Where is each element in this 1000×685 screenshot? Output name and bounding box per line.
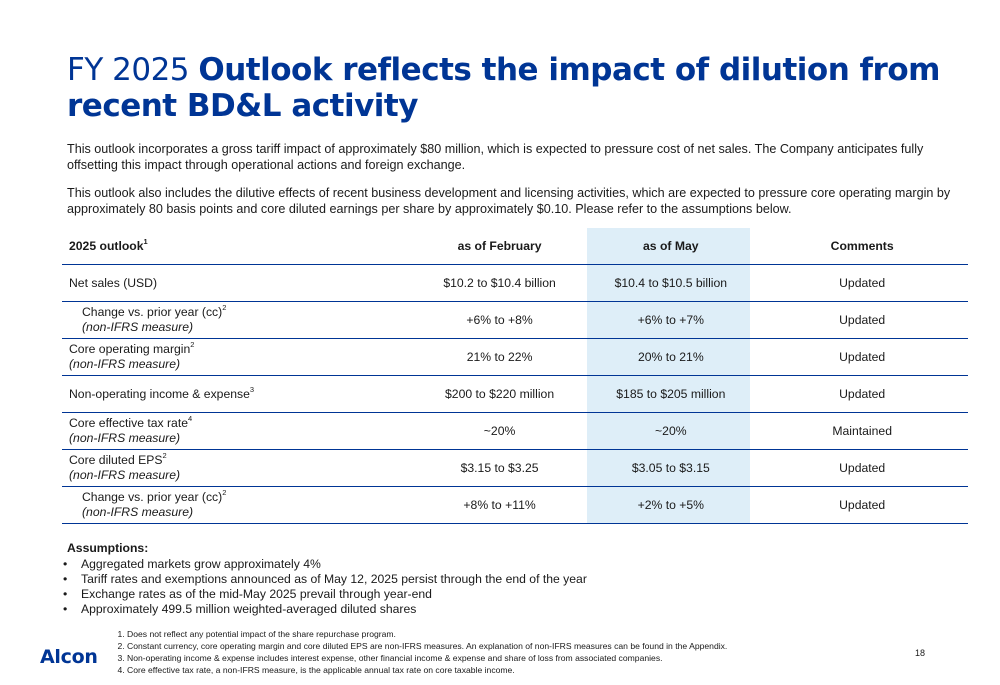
row-label: Non-operating income & expense3 bbox=[62, 375, 414, 413]
page-number: 18 bbox=[915, 648, 926, 658]
row-label: Net sales (USD) bbox=[62, 264, 414, 302]
row-comment: Maintained bbox=[756, 412, 968, 450]
row-comment: Updated bbox=[756, 301, 968, 339]
row-comment: Updated bbox=[756, 449, 968, 487]
row-feb-value: $10.2 to $10.4 billion bbox=[413, 264, 586, 302]
alcon-logo: Alcon bbox=[40, 646, 98, 668]
assumptions-section: Assumptions: Aggregated markets grow app… bbox=[63, 541, 767, 617]
row-feb-value: $200 to $220 million bbox=[413, 375, 586, 413]
table-row: Core operating margin2 (non-IFRS measure)… bbox=[62, 338, 968, 376]
row-feb-value: $3.15 to $3.25 bbox=[413, 449, 586, 487]
table-header-row: 2025 outlook1 as of February as of May C… bbox=[62, 228, 968, 265]
row-feb-value: 21% to 22% bbox=[413, 338, 586, 376]
row-label: Core diluted EPS2 (non-IFRS measure) bbox=[62, 449, 414, 487]
footnote-item: Core effective tax rate, a non-IFRS meas… bbox=[127, 664, 813, 676]
row-may-value: $185 to $205 million bbox=[585, 375, 757, 413]
row-comment: Updated bbox=[756, 375, 968, 413]
intro-paragraph-1: This outlook incorporates a gross tariff… bbox=[67, 142, 924, 172]
row-comment: Updated bbox=[756, 338, 968, 376]
table-row: Change vs. prior year (cc)2 (non-IFRS mea… bbox=[62, 301, 968, 339]
row-may-value: ~20% bbox=[585, 412, 757, 450]
title-main: Outlook reflects the impact of dilution … bbox=[67, 52, 940, 124]
outlook-table-container: 2025 outlook1 as of February as of May C… bbox=[62, 228, 968, 524]
row-may-value: 20% to 21% bbox=[585, 338, 757, 376]
header-comments: Comments bbox=[756, 228, 968, 265]
row-label: Change vs. prior year (cc)2 (non-IFRS mea… bbox=[62, 486, 414, 524]
table-row: Change vs. prior year (cc)2 (non-IFRS mea… bbox=[62, 486, 968, 524]
list-item: Exchange rates as of the mid-May 2025 pr… bbox=[63, 587, 763, 602]
assumptions-list: Aggregated markets grow approximately 4%… bbox=[63, 557, 767, 617]
header-february: as of February bbox=[413, 228, 586, 265]
header-may: as of May bbox=[585, 228, 757, 265]
row-feb-value: ~20% bbox=[413, 412, 586, 450]
footnotes: Does not reflect any potential impact of… bbox=[113, 628, 813, 676]
row-may-value: +6% to +7% bbox=[585, 301, 757, 339]
footnote-item: Non-operating income & expense includes … bbox=[127, 652, 813, 664]
table-row: Net sales (USD) $10.2 to $10.4 billion $… bbox=[62, 264, 968, 302]
row-may-value: $10.4 to $10.5 billion bbox=[585, 264, 757, 302]
assumptions-heading: Assumptions: bbox=[67, 541, 149, 555]
list-item: Aggregated markets grow approximately 4% bbox=[63, 557, 763, 572]
page-title: FY 2025 Outlook reflects the impact of d… bbox=[67, 52, 967, 124]
title-prefix: FY 2025 bbox=[67, 52, 190, 88]
row-label: Change vs. prior year (cc)2 (non-IFRS mea… bbox=[62, 301, 414, 339]
intro-paragraph-2: This outlook also includes the dilutive … bbox=[67, 186, 951, 216]
list-item: Tariff rates and exemptions announced as… bbox=[63, 572, 763, 587]
row-may-value: +2% to +5% bbox=[585, 486, 757, 524]
row-feb-value: +6% to +8% bbox=[413, 301, 586, 339]
footnote-item: Constant currency, core operating margin… bbox=[127, 640, 813, 652]
row-label: Core operating margin2 (non-IFRS measure) bbox=[62, 338, 414, 376]
outlook-table: 2025 outlook1 as of February as of May C… bbox=[62, 228, 968, 524]
table-row: Non-operating income & expense3 $200 to … bbox=[62, 375, 968, 413]
row-comment: Updated bbox=[756, 264, 968, 302]
row-may-value: $3.05 to $3.15 bbox=[585, 449, 757, 487]
header-outlook: 2025 outlook1 bbox=[62, 228, 414, 265]
list-item: Approximately 499.5 million weighted-ave… bbox=[63, 602, 763, 617]
row-label: Core effective tax rate4 (non-IFRS measur… bbox=[62, 412, 414, 450]
row-feb-value: +8% to +11% bbox=[413, 486, 586, 524]
table-row: Core effective tax rate4 (non-IFRS measur… bbox=[62, 412, 968, 450]
row-comment: Updated bbox=[756, 486, 968, 524]
table-row: Core diluted EPS2 (non-IFRS measure) $3.1… bbox=[62, 449, 968, 487]
footnote-item: Does not reflect any potential impact of… bbox=[127, 628, 813, 640]
